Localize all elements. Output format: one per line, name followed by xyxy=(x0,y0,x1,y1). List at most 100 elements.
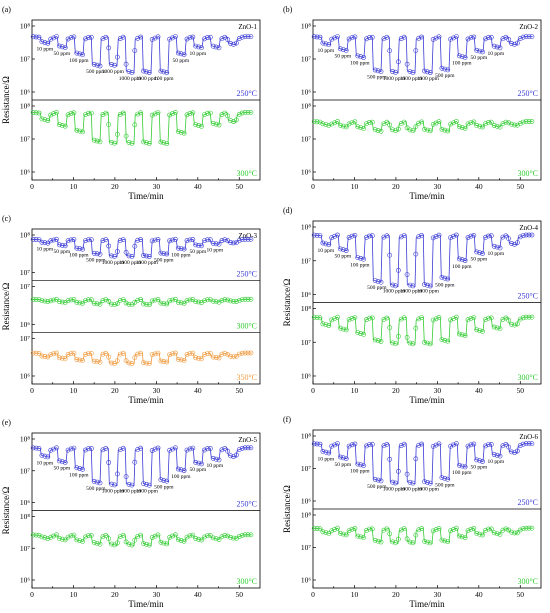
data-point xyxy=(68,533,74,539)
data-point xyxy=(138,532,143,538)
data-point xyxy=(422,281,427,287)
data-point xyxy=(491,530,497,536)
data-point xyxy=(456,53,462,59)
data-point xyxy=(419,232,424,238)
data-point xyxy=(448,121,453,127)
data-point xyxy=(109,62,114,67)
data-point xyxy=(506,236,512,241)
data-point xyxy=(86,351,91,356)
data-point xyxy=(378,69,384,74)
data-point xyxy=(343,456,349,461)
x-tick-label: 50 xyxy=(517,182,525,191)
data-point xyxy=(419,441,424,447)
data-point xyxy=(36,237,42,242)
y-tick-label: 10⁸ xyxy=(20,102,31,111)
data-point xyxy=(468,526,474,532)
data-point xyxy=(36,350,42,356)
y-tick-label: 10⁸ xyxy=(301,432,312,441)
data-point xyxy=(387,456,393,462)
x-tick-label: 20 xyxy=(392,182,400,191)
data-point xyxy=(172,34,178,39)
data-point xyxy=(54,532,59,538)
data-point xyxy=(196,355,201,361)
x-tick-label: 20 xyxy=(111,182,119,191)
concentration-label: 100 ppm xyxy=(154,76,174,82)
concentration-label: 1000 ppm xyxy=(136,489,159,495)
data-point xyxy=(132,48,138,53)
series-line xyxy=(312,443,533,485)
data-point xyxy=(375,128,381,133)
data-point xyxy=(390,539,395,545)
data-point xyxy=(149,535,155,540)
concentration-label: 10 ppm xyxy=(487,51,504,57)
concentration-label: 500 ppm xyxy=(435,483,455,489)
data-point xyxy=(228,535,233,540)
data-point xyxy=(202,238,207,243)
data-point xyxy=(106,460,112,465)
data-point xyxy=(204,297,210,303)
data-point xyxy=(410,70,416,75)
data-point xyxy=(228,41,233,46)
data-point xyxy=(42,240,48,246)
data-point xyxy=(453,441,459,447)
data-point xyxy=(152,297,158,303)
data-point xyxy=(506,120,512,126)
data-point xyxy=(413,251,419,257)
data-point xyxy=(120,297,126,302)
data-point xyxy=(77,51,83,57)
data-point xyxy=(422,68,427,74)
y-tick-label: 10⁶ xyxy=(20,88,31,97)
panel-label: (b) xyxy=(283,5,293,14)
panel-label: (a) xyxy=(2,5,11,14)
series-line xyxy=(312,527,533,544)
data-point xyxy=(97,251,103,257)
data-point xyxy=(184,298,190,304)
data-point xyxy=(129,482,135,488)
data-point xyxy=(317,441,323,447)
data-point xyxy=(337,122,343,128)
data-point xyxy=(202,298,207,303)
data-point xyxy=(352,34,358,40)
data-point xyxy=(48,238,54,244)
data-point xyxy=(375,278,381,284)
data-point xyxy=(378,279,384,285)
data-point xyxy=(117,447,123,452)
data-point xyxy=(471,232,477,238)
data-point xyxy=(178,51,184,57)
data-point xyxy=(491,452,497,457)
data-point xyxy=(433,35,439,41)
data-point xyxy=(317,526,323,532)
data-point xyxy=(155,34,161,40)
data-point xyxy=(433,234,439,239)
data-point xyxy=(407,127,413,133)
data-point xyxy=(335,232,340,238)
data-point xyxy=(509,449,514,455)
data-point xyxy=(138,34,143,40)
concentration-label: 50 ppm xyxy=(54,249,71,255)
data-point xyxy=(424,340,430,346)
concentration-label: 10 ppm xyxy=(318,456,335,462)
data-point xyxy=(451,120,456,126)
concentration-label: 1000 ppm xyxy=(400,487,423,493)
y-tick-label: 10⁷ xyxy=(20,466,31,475)
data-point xyxy=(83,534,88,540)
data-point xyxy=(193,122,199,128)
data-point xyxy=(68,297,74,303)
data-point xyxy=(170,297,175,303)
y-tick-label: 10⁸ xyxy=(20,435,31,444)
data-point xyxy=(196,460,201,466)
data-point xyxy=(329,528,335,534)
data-point xyxy=(74,299,80,305)
data-point xyxy=(115,54,120,60)
data-point xyxy=(401,315,407,321)
data-point xyxy=(135,111,141,117)
data-point xyxy=(239,237,245,242)
data-point xyxy=(71,445,77,451)
series-line xyxy=(312,234,533,288)
data-point xyxy=(517,121,523,126)
y-tick-label: 10⁷ xyxy=(301,55,312,64)
concentration-label: 10 ppm xyxy=(318,48,335,54)
series-line xyxy=(312,36,533,74)
data-point xyxy=(364,36,369,42)
data-point xyxy=(164,478,170,484)
